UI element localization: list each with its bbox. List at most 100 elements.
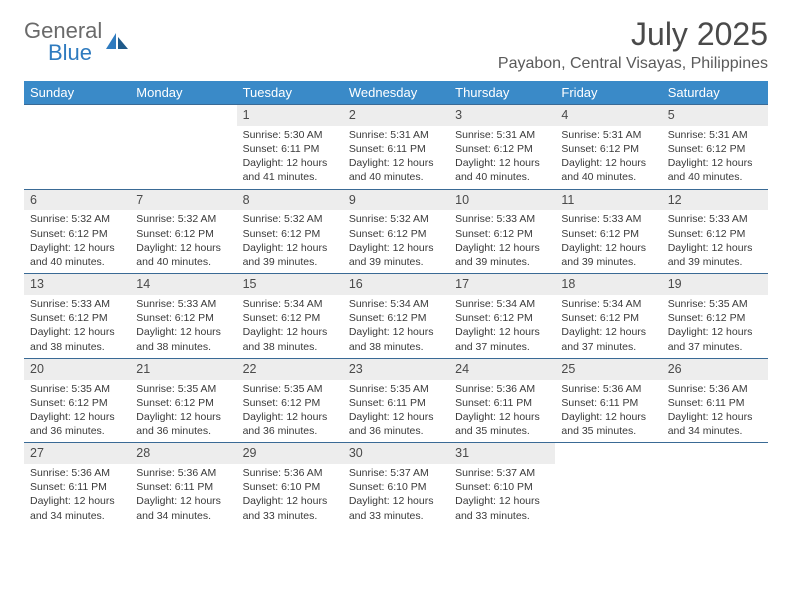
- day-number: [130, 104, 236, 126]
- sail-icon: [104, 31, 130, 53]
- calendar-empty-cell: [24, 104, 130, 189]
- weekday-header: Saturday: [662, 81, 768, 104]
- calendar-day-cell: 7Sunrise: 5:32 AMSunset: 6:12 PMDaylight…: [130, 189, 236, 274]
- day-number: 8: [237, 189, 343, 211]
- calendar-week-row: 1Sunrise: 5:30 AMSunset: 6:11 PMDaylight…: [24, 104, 768, 189]
- day-details: Sunrise: 5:33 AMSunset: 6:12 PMDaylight:…: [555, 210, 661, 273]
- day-details: Sunrise: 5:33 AMSunset: 6:12 PMDaylight:…: [130, 295, 236, 358]
- day-number: 14: [130, 273, 236, 295]
- day-details: Sunrise: 5:36 AMSunset: 6:11 PMDaylight:…: [662, 380, 768, 443]
- day-number: 3: [449, 104, 555, 126]
- calendar-day-cell: 14Sunrise: 5:33 AMSunset: 6:12 PMDayligh…: [130, 273, 236, 358]
- day-details: Sunrise: 5:34 AMSunset: 6:12 PMDaylight:…: [343, 295, 449, 358]
- weekday-header: Thursday: [449, 81, 555, 104]
- day-number: 30: [343, 442, 449, 464]
- day-number: 20: [24, 358, 130, 380]
- day-number: 29: [237, 442, 343, 464]
- calendar-day-cell: 27Sunrise: 5:36 AMSunset: 6:11 PMDayligh…: [24, 442, 130, 527]
- calendar-day-cell: 26Sunrise: 5:36 AMSunset: 6:11 PMDayligh…: [662, 358, 768, 443]
- calendar-day-cell: 2Sunrise: 5:31 AMSunset: 6:11 PMDaylight…: [343, 104, 449, 189]
- calendar-day-cell: 31Sunrise: 5:37 AMSunset: 6:10 PMDayligh…: [449, 442, 555, 527]
- day-number: 25: [555, 358, 661, 380]
- day-number: 7: [130, 189, 236, 211]
- day-number: 16: [343, 273, 449, 295]
- weekday-header: Monday: [130, 81, 236, 104]
- day-number: 11: [555, 189, 661, 211]
- calendar-day-cell: 30Sunrise: 5:37 AMSunset: 6:10 PMDayligh…: [343, 442, 449, 527]
- weekday-header: Friday: [555, 81, 661, 104]
- weekday-header: Wednesday: [343, 81, 449, 104]
- calendar-day-cell: 4Sunrise: 5:31 AMSunset: 6:12 PMDaylight…: [555, 104, 661, 189]
- day-number: 18: [555, 273, 661, 295]
- day-number: 5: [662, 104, 768, 126]
- day-details: Sunrise: 5:31 AMSunset: 6:11 PMDaylight:…: [343, 126, 449, 189]
- calendar-day-cell: 23Sunrise: 5:35 AMSunset: 6:11 PMDayligh…: [343, 358, 449, 443]
- calendar-day-cell: 18Sunrise: 5:34 AMSunset: 6:12 PMDayligh…: [555, 273, 661, 358]
- day-number: 27: [24, 442, 130, 464]
- day-number: 31: [449, 442, 555, 464]
- calendar-day-cell: 22Sunrise: 5:35 AMSunset: 6:12 PMDayligh…: [237, 358, 343, 443]
- brand-logo: General Blue: [24, 16, 130, 64]
- calendar-empty-cell: [662, 442, 768, 527]
- calendar-day-cell: 24Sunrise: 5:36 AMSunset: 6:11 PMDayligh…: [449, 358, 555, 443]
- day-number: 22: [237, 358, 343, 380]
- day-details: Sunrise: 5:33 AMSunset: 6:12 PMDaylight:…: [449, 210, 555, 273]
- day-details: Sunrise: 5:30 AMSunset: 6:11 PMDaylight:…: [237, 126, 343, 189]
- day-number: 19: [662, 273, 768, 295]
- day-details: Sunrise: 5:35 AMSunset: 6:12 PMDaylight:…: [662, 295, 768, 358]
- day-details: Sunrise: 5:36 AMSunset: 6:11 PMDaylight:…: [555, 380, 661, 443]
- day-details: Sunrise: 5:36 AMSunset: 6:11 PMDaylight:…: [449, 380, 555, 443]
- day-details: Sunrise: 5:33 AMSunset: 6:12 PMDaylight:…: [662, 210, 768, 273]
- day-number: 15: [237, 273, 343, 295]
- day-details: Sunrise: 5:32 AMSunset: 6:12 PMDaylight:…: [343, 210, 449, 273]
- day-details: Sunrise: 5:37 AMSunset: 6:10 PMDaylight:…: [449, 464, 555, 527]
- day-number: 24: [449, 358, 555, 380]
- month-title: July 2025: [498, 16, 768, 53]
- day-number: 12: [662, 189, 768, 211]
- calendar-empty-cell: [130, 104, 236, 189]
- calendar-day-cell: 13Sunrise: 5:33 AMSunset: 6:12 PMDayligh…: [24, 273, 130, 358]
- day-details: Sunrise: 5:32 AMSunset: 6:12 PMDaylight:…: [24, 210, 130, 273]
- calendar-day-cell: 10Sunrise: 5:33 AMSunset: 6:12 PMDayligh…: [449, 189, 555, 274]
- calendar-day-cell: 6Sunrise: 5:32 AMSunset: 6:12 PMDaylight…: [24, 189, 130, 274]
- day-number: 2: [343, 104, 449, 126]
- calendar-week-row: 13Sunrise: 5:33 AMSunset: 6:12 PMDayligh…: [24, 273, 768, 358]
- day-details: Sunrise: 5:32 AMSunset: 6:12 PMDaylight:…: [237, 210, 343, 273]
- calendar-day-cell: 29Sunrise: 5:36 AMSunset: 6:10 PMDayligh…: [237, 442, 343, 527]
- calendar-day-cell: 11Sunrise: 5:33 AMSunset: 6:12 PMDayligh…: [555, 189, 661, 274]
- day-number: [555, 442, 661, 464]
- day-details: Sunrise: 5:36 AMSunset: 6:11 PMDaylight:…: [130, 464, 236, 527]
- day-details: Sunrise: 5:32 AMSunset: 6:12 PMDaylight:…: [130, 210, 236, 273]
- day-number: 21: [130, 358, 236, 380]
- title-block: July 2025 Payabon, Central Visayas, Phil…: [498, 16, 768, 73]
- day-details: Sunrise: 5:34 AMSunset: 6:12 PMDaylight:…: [555, 295, 661, 358]
- calendar-day-cell: 1Sunrise: 5:30 AMSunset: 6:11 PMDaylight…: [237, 104, 343, 189]
- day-number: 23: [343, 358, 449, 380]
- day-number: [662, 442, 768, 464]
- day-details: Sunrise: 5:36 AMSunset: 6:11 PMDaylight:…: [24, 464, 130, 527]
- day-details: Sunrise: 5:35 AMSunset: 6:11 PMDaylight:…: [343, 380, 449, 443]
- day-number: 1: [237, 104, 343, 126]
- calendar-day-cell: 25Sunrise: 5:36 AMSunset: 6:11 PMDayligh…: [555, 358, 661, 443]
- day-details: Sunrise: 5:33 AMSunset: 6:12 PMDaylight:…: [24, 295, 130, 358]
- calendar-table: SundayMondayTuesdayWednesdayThursdayFrid…: [24, 81, 768, 527]
- day-number: 17: [449, 273, 555, 295]
- calendar-week-row: 20Sunrise: 5:35 AMSunset: 6:12 PMDayligh…: [24, 358, 768, 443]
- calendar-day-cell: 16Sunrise: 5:34 AMSunset: 6:12 PMDayligh…: [343, 273, 449, 358]
- day-details: Sunrise: 5:36 AMSunset: 6:10 PMDaylight:…: [237, 464, 343, 527]
- weekday-header: Sunday: [24, 81, 130, 104]
- day-number: 10: [449, 189, 555, 211]
- calendar-empty-cell: [555, 442, 661, 527]
- day-number: 28: [130, 442, 236, 464]
- day-details: Sunrise: 5:35 AMSunset: 6:12 PMDaylight:…: [130, 380, 236, 443]
- day-number: 13: [24, 273, 130, 295]
- calendar-day-cell: 9Sunrise: 5:32 AMSunset: 6:12 PMDaylight…: [343, 189, 449, 274]
- calendar-day-cell: 20Sunrise: 5:35 AMSunset: 6:12 PMDayligh…: [24, 358, 130, 443]
- calendar-day-cell: 19Sunrise: 5:35 AMSunset: 6:12 PMDayligh…: [662, 273, 768, 358]
- calendar-day-cell: 21Sunrise: 5:35 AMSunset: 6:12 PMDayligh…: [130, 358, 236, 443]
- day-number: 26: [662, 358, 768, 380]
- header: General Blue July 2025 Payabon, Central …: [24, 16, 768, 73]
- weekday-header: Tuesday: [237, 81, 343, 104]
- day-details: Sunrise: 5:34 AMSunset: 6:12 PMDaylight:…: [237, 295, 343, 358]
- day-number: 6: [24, 189, 130, 211]
